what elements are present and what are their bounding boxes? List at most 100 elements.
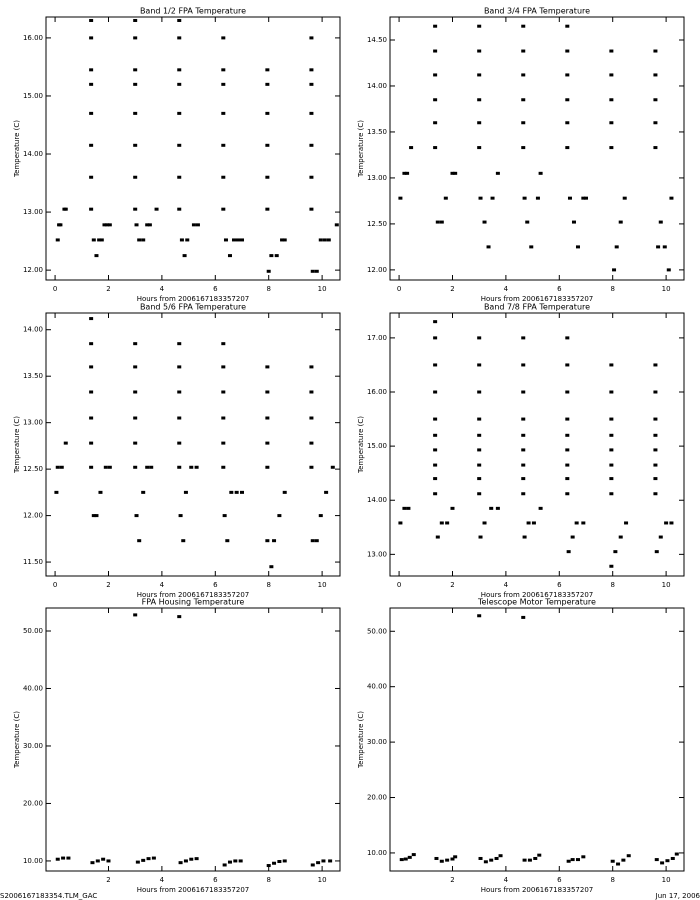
x-tick-label: 6 [213, 285, 218, 293]
point [609, 463, 614, 467]
x-tick-label: 2 [450, 876, 454, 884]
y-tick-label: 13.50 [367, 128, 387, 136]
point [616, 862, 621, 866]
y-axis-label: Temperature (C) [357, 711, 365, 769]
point [477, 448, 482, 452]
point [538, 506, 543, 510]
x-axis-label: Hours from 2006167183357207 [137, 295, 250, 303]
point [58, 223, 63, 227]
y-tick-label: 10.00 [367, 849, 387, 857]
y-tick-label: 16.00 [23, 34, 43, 42]
point [145, 223, 150, 227]
point [234, 490, 239, 494]
point [177, 143, 182, 147]
point [489, 858, 494, 862]
point [328, 859, 333, 863]
point [477, 121, 482, 125]
point [433, 463, 438, 467]
point [433, 336, 438, 340]
point [141, 238, 146, 242]
point [407, 855, 412, 859]
point [570, 535, 575, 539]
y-tick-label: 13.00 [23, 208, 43, 216]
y-tick-label: 30.00 [367, 738, 387, 746]
y-tick-label: 40.00 [23, 684, 43, 692]
point [522, 535, 527, 539]
point [221, 416, 226, 420]
point [227, 254, 232, 258]
point [194, 857, 199, 861]
point [521, 417, 526, 421]
x-tick-label: 10 [662, 285, 671, 293]
point [626, 854, 631, 858]
point [326, 238, 331, 242]
x-tick-label: 4 [504, 581, 509, 589]
point [402, 171, 407, 175]
point [581, 521, 586, 525]
point [89, 441, 94, 445]
footer-left: S2006167183354.TLM_GAC [0, 892, 97, 900]
x-tick-label: 4 [504, 285, 509, 293]
point [265, 465, 270, 469]
point [399, 858, 404, 862]
point [240, 238, 244, 242]
point [656, 245, 661, 249]
point [581, 196, 586, 200]
point [433, 121, 438, 125]
point [662, 245, 667, 249]
point [483, 860, 488, 864]
y-axis-label: Temperature (C) [13, 120, 21, 178]
point [272, 539, 277, 543]
point [486, 245, 491, 249]
point [89, 82, 94, 86]
point [522, 858, 527, 862]
point [221, 36, 226, 40]
point [240, 490, 244, 494]
point [330, 465, 335, 469]
point [334, 223, 339, 227]
point [439, 521, 444, 525]
point [265, 365, 270, 369]
point [521, 146, 526, 150]
x-axis-label: Hours from 2006167183357207 [137, 886, 250, 894]
point [221, 68, 226, 72]
point [477, 417, 482, 421]
y-tick-label: 40.00 [367, 683, 387, 691]
point [89, 143, 94, 147]
point [265, 82, 270, 86]
point [660, 861, 665, 865]
point [477, 146, 482, 150]
y-tick-label: 15.00 [367, 442, 387, 450]
point [151, 856, 156, 860]
point [107, 465, 112, 469]
point [89, 342, 94, 346]
point [63, 207, 68, 211]
point [89, 68, 94, 72]
point [134, 514, 139, 518]
y-axis-label: Temperature (C) [13, 416, 21, 474]
point [433, 477, 438, 481]
point [669, 196, 674, 200]
point [526, 521, 531, 525]
point [433, 49, 438, 53]
point [133, 390, 138, 394]
point [609, 417, 614, 421]
point [434, 856, 439, 860]
point [318, 514, 323, 518]
point [490, 196, 495, 200]
point [269, 254, 274, 258]
point [225, 539, 230, 543]
point [653, 363, 658, 367]
point [614, 245, 619, 249]
point [565, 121, 570, 125]
point [221, 365, 226, 369]
point [653, 146, 658, 150]
point [537, 853, 542, 857]
point [282, 490, 287, 494]
point [177, 416, 182, 420]
point [266, 269, 271, 273]
point [182, 254, 187, 258]
point [309, 441, 314, 445]
x-tick-label: 2 [106, 876, 110, 884]
